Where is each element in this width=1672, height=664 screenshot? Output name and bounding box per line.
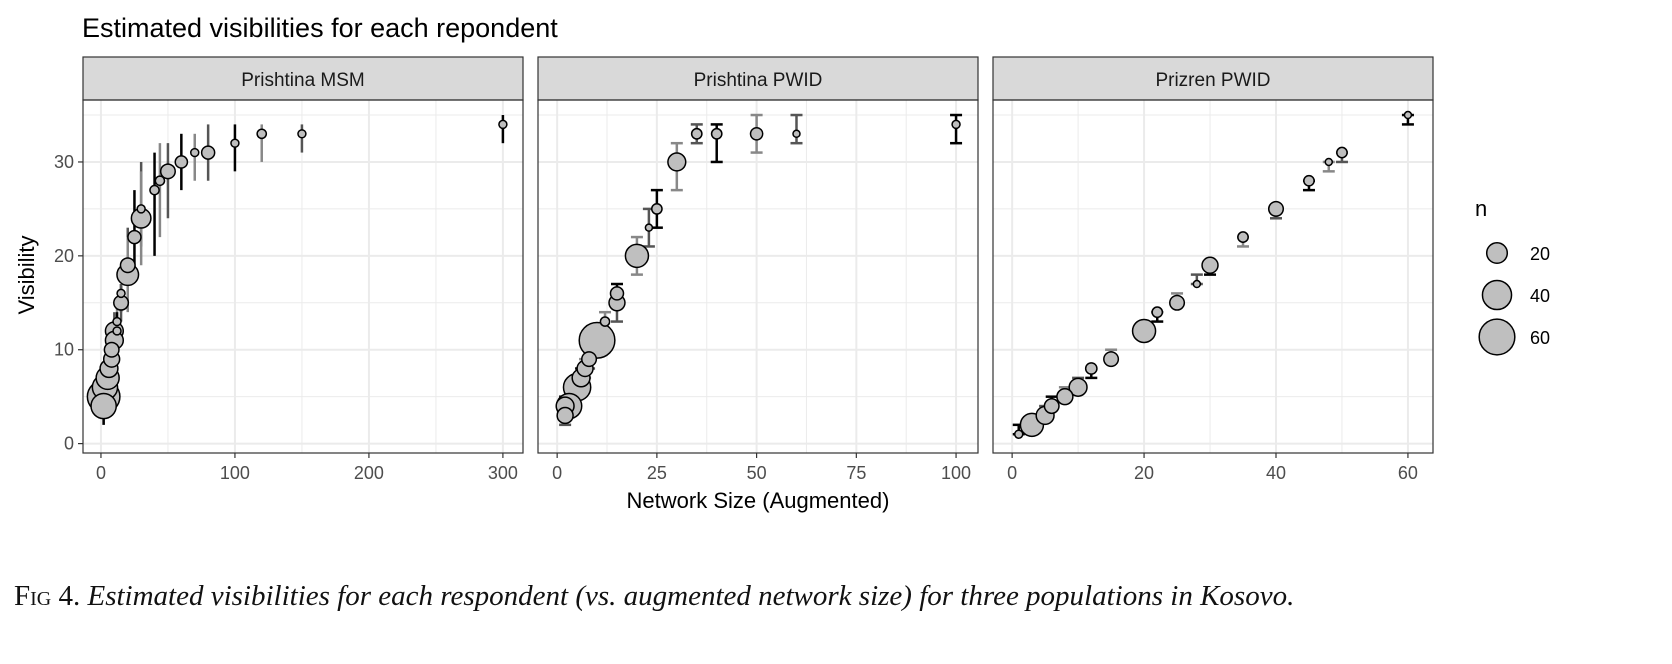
data-point bbox=[951, 119, 961, 130]
data-point bbox=[127, 229, 142, 245]
data-point bbox=[159, 163, 176, 180]
legend-size-key bbox=[1481, 279, 1513, 311]
data-point bbox=[556, 406, 574, 425]
caption-text: Estimated visibilities for each responde… bbox=[87, 580, 1295, 612]
panel-border bbox=[537, 99, 979, 454]
data-point bbox=[1336, 146, 1348, 159]
x-tick-label: 60 bbox=[1398, 463, 1418, 483]
data-point bbox=[792, 129, 801, 139]
data-point bbox=[599, 316, 611, 327]
faceted-scatter-chart: Estimated visibilities for each reponden… bbox=[14, 13, 1550, 513]
x-tick-label: 40 bbox=[1266, 463, 1286, 483]
data-point bbox=[578, 321, 616, 359]
legend-size-label: 40 bbox=[1530, 286, 1550, 306]
y-tick-label: 20 bbox=[54, 246, 74, 266]
facet-strip-label: Prishtina PWID bbox=[694, 70, 823, 91]
legend-size-key bbox=[1478, 318, 1516, 356]
data-point bbox=[1192, 279, 1202, 289]
data-point bbox=[174, 155, 189, 169]
chart-title: Estimated visibilities for each reponden… bbox=[82, 13, 558, 43]
data-point bbox=[1303, 174, 1315, 187]
data-point bbox=[749, 126, 764, 141]
legend: n 20 40 60 bbox=[1475, 196, 1550, 356]
legend-title: n bbox=[1475, 196, 1487, 221]
data-point bbox=[1403, 110, 1413, 120]
data-point bbox=[256, 128, 268, 140]
legend-size-label: 60 bbox=[1530, 328, 1550, 348]
data-point bbox=[230, 138, 240, 148]
data-point bbox=[1056, 387, 1074, 406]
data-point bbox=[1013, 429, 1024, 439]
x-tick-label: 100 bbox=[941, 463, 971, 483]
data-point bbox=[1169, 294, 1186, 311]
legend-size-label: 20 bbox=[1530, 244, 1550, 264]
x-tick-label: 50 bbox=[747, 463, 767, 483]
x-tick-label: 200 bbox=[354, 463, 384, 483]
data-point bbox=[1201, 256, 1219, 274]
data-point bbox=[116, 288, 126, 299]
data-point bbox=[581, 351, 598, 368]
data-point bbox=[690, 127, 703, 140]
panel-prishtina-pwid: Prishtina PWID 0 25 50 75 100 bbox=[537, 56, 979, 483]
data-point bbox=[112, 326, 122, 336]
data-point bbox=[624, 243, 650, 269]
data-point bbox=[190, 147, 200, 158]
data-point bbox=[136, 204, 146, 214]
data-point bbox=[498, 119, 508, 130]
facet-strip-label: Prishtina MSM bbox=[241, 70, 365, 91]
x-tick-label: 25 bbox=[647, 463, 667, 483]
panel-border bbox=[82, 99, 524, 454]
panel-prishtina-msm: Prishtina MSM 0 100 200 300 0 10 20 30 bbox=[54, 56, 524, 483]
data-point bbox=[112, 316, 122, 327]
legend-size-key bbox=[1485, 241, 1509, 265]
x-tick-label: 0 bbox=[96, 463, 106, 483]
y-axis-label: Visibility bbox=[14, 235, 39, 314]
data-point bbox=[609, 286, 625, 301]
data-point bbox=[1267, 200, 1285, 217]
panel-border bbox=[992, 99, 1434, 454]
data-point bbox=[1237, 231, 1249, 243]
facet-strip bbox=[537, 56, 979, 101]
data-point bbox=[1324, 157, 1334, 167]
x-tick-label: 20 bbox=[1134, 463, 1154, 483]
data-point bbox=[154, 175, 166, 187]
data-point bbox=[1068, 377, 1088, 397]
data-point bbox=[90, 392, 117, 420]
plot-background bbox=[83, 100, 523, 453]
y-tick-label: 0 bbox=[64, 434, 74, 454]
data-point bbox=[1151, 306, 1164, 319]
data-point bbox=[667, 152, 687, 172]
data-point bbox=[1103, 351, 1120, 368]
caption-label: Fig 4. bbox=[14, 580, 81, 612]
y-tick-label: 10 bbox=[54, 340, 74, 360]
facet-strip bbox=[82, 56, 524, 101]
data-point bbox=[644, 223, 654, 232]
data-point bbox=[710, 127, 723, 140]
data-point bbox=[1084, 362, 1098, 375]
data-point bbox=[297, 129, 307, 139]
panel-prizren-pwid: Prizren PWID 0 20 40 60 bbox=[992, 56, 1434, 483]
data-point bbox=[119, 257, 136, 274]
x-axis-label: Network Size (Augmented) bbox=[627, 488, 890, 513]
x-tick-label: 100 bbox=[220, 463, 250, 483]
x-tick-label: 75 bbox=[846, 463, 866, 483]
figure-caption: Fig 4. Estimated visibilities for each r… bbox=[14, 580, 1294, 613]
x-tick-label: 0 bbox=[552, 463, 562, 483]
data-point bbox=[200, 145, 216, 160]
data-point bbox=[1043, 398, 1060, 415]
y-tick-label: 30 bbox=[54, 152, 74, 172]
data-point bbox=[650, 203, 663, 215]
data-point bbox=[149, 184, 160, 196]
x-tick-label: 300 bbox=[488, 463, 518, 483]
x-tick-label: 0 bbox=[1007, 463, 1017, 483]
facet-strip-label: Prizren PWID bbox=[1155, 70, 1270, 91]
plot-background bbox=[538, 100, 978, 453]
data-point bbox=[1131, 318, 1157, 344]
data-point bbox=[103, 341, 120, 358]
